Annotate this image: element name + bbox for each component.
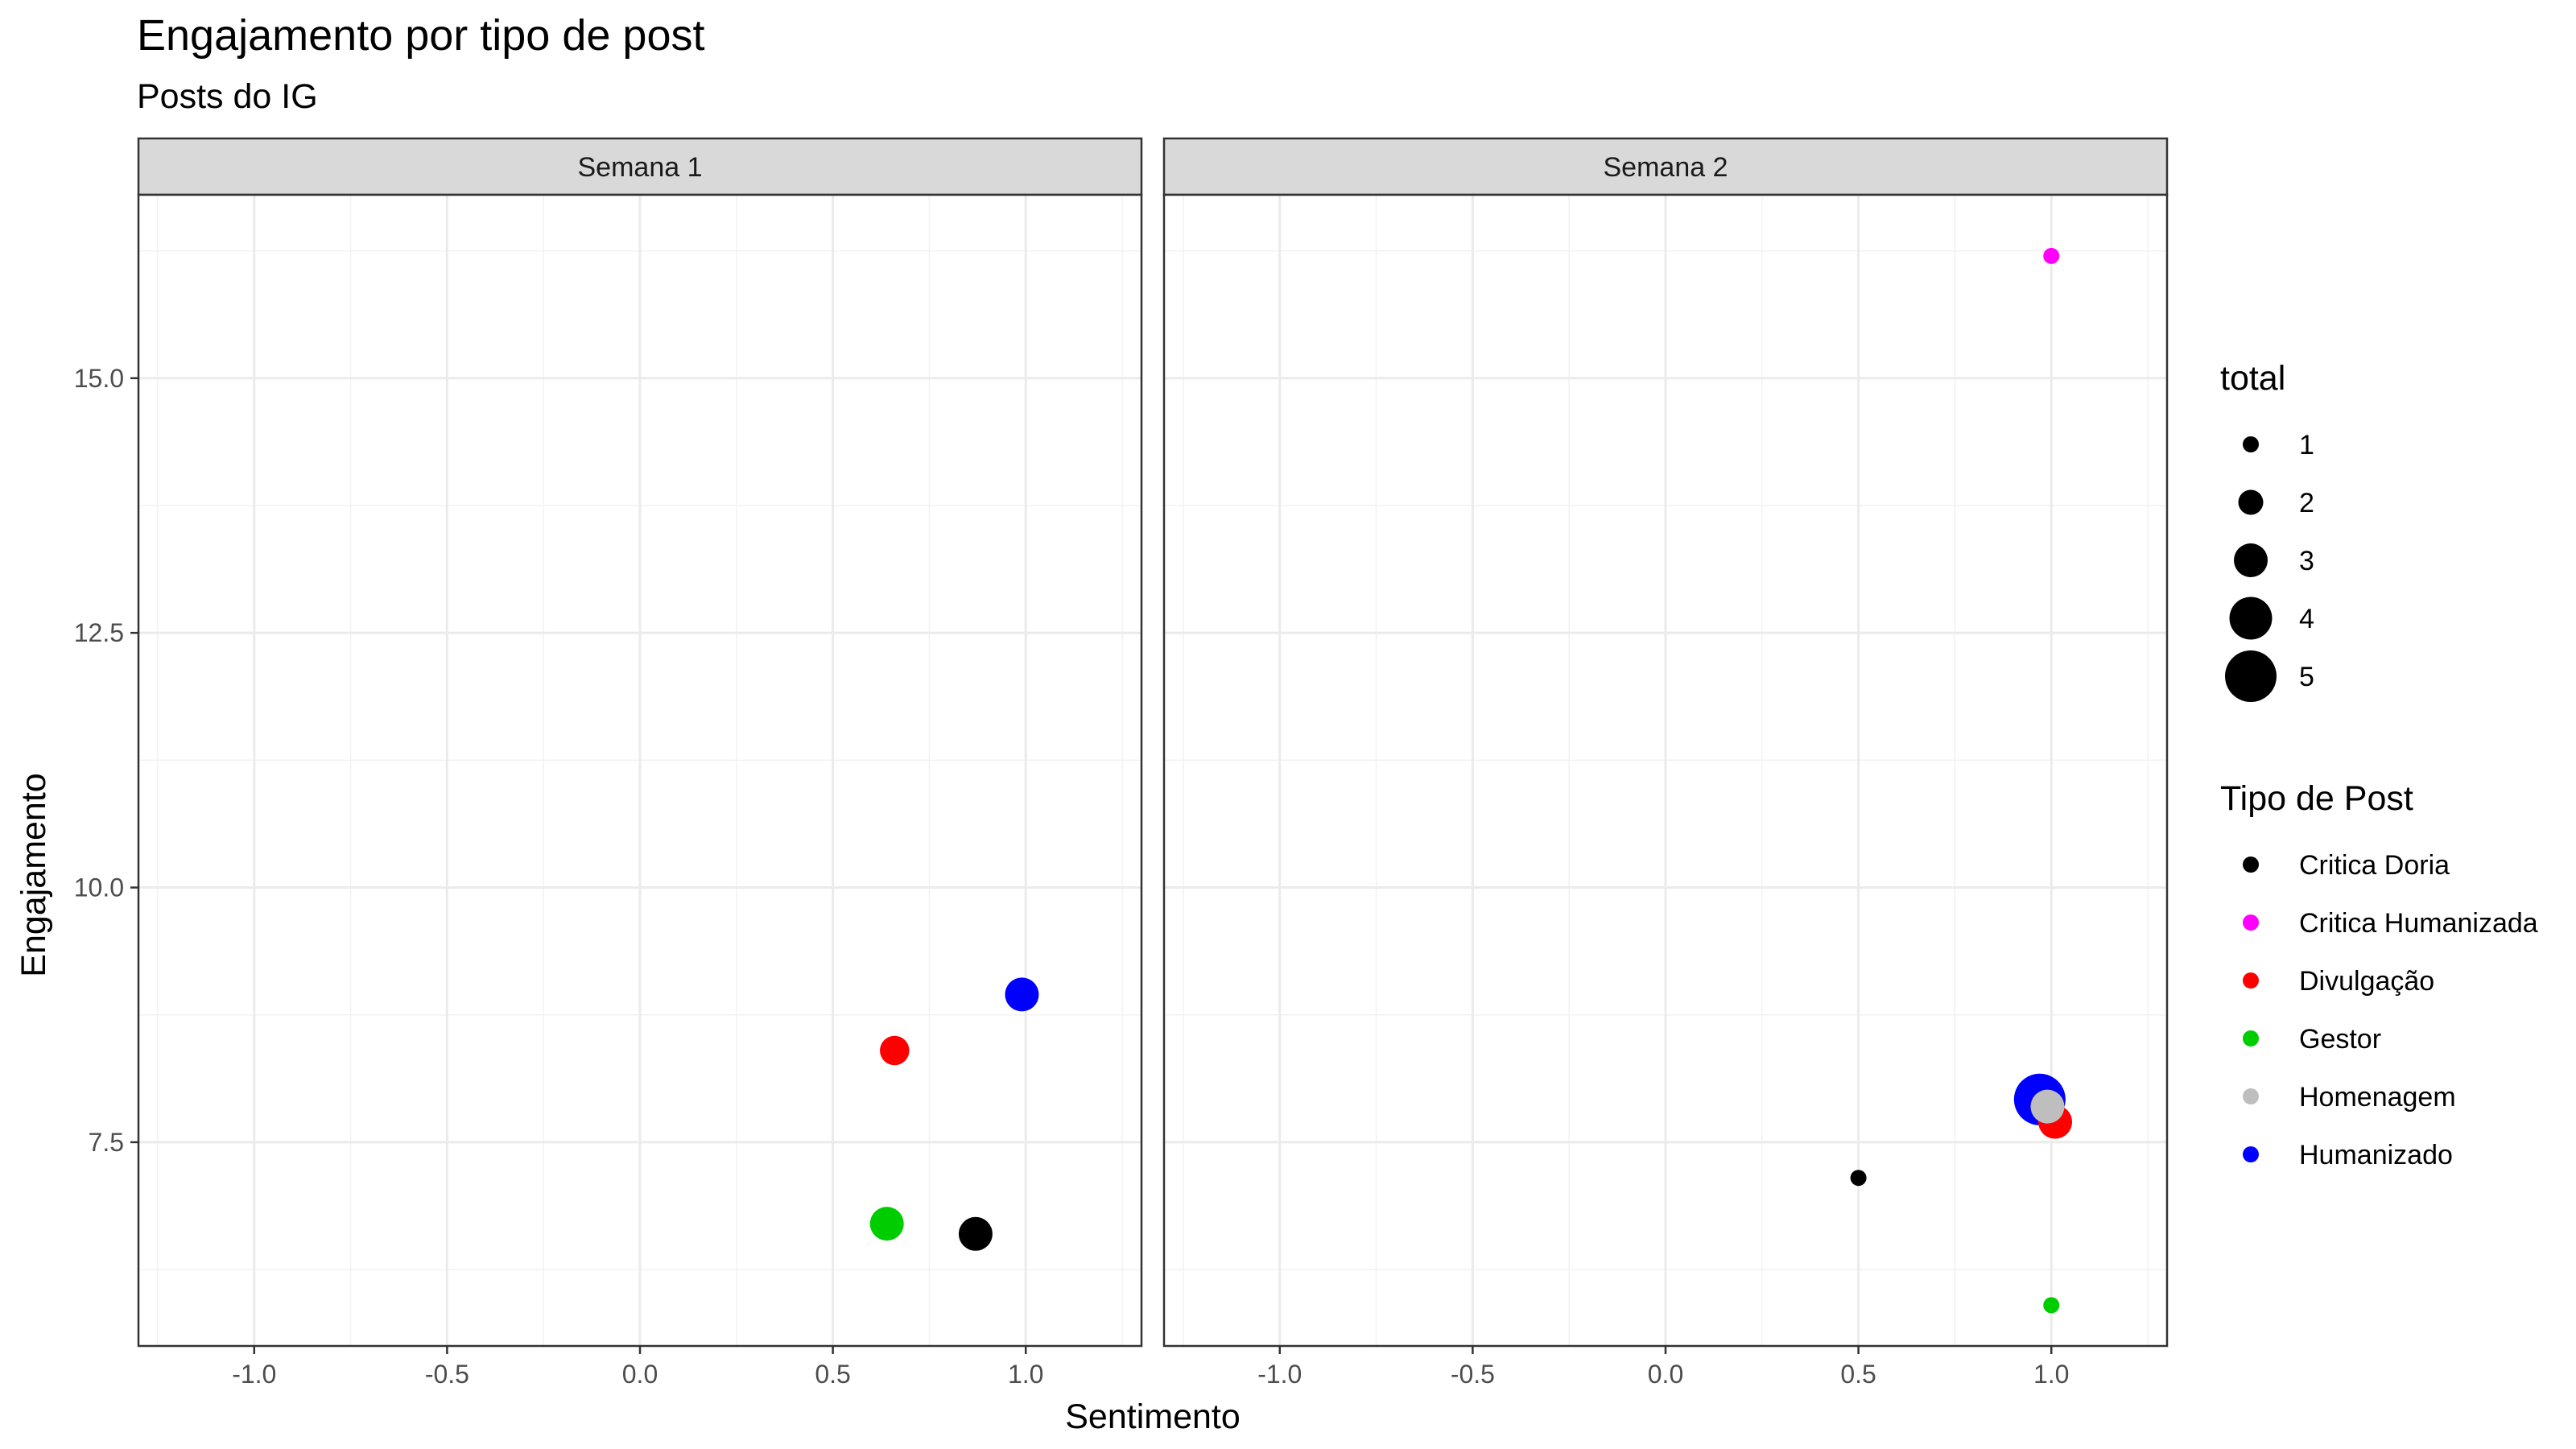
legend-color-key [2243, 857, 2259, 873]
y-tick-label: 15.0 [74, 364, 124, 393]
legend-color-key [2243, 1088, 2259, 1104]
legend-size-key [2225, 650, 2277, 702]
legend-size-title: total [2220, 359, 2285, 398]
legend-size-key [2243, 436, 2259, 452]
data-point [880, 1035, 910, 1066]
legend-size-key [2238, 489, 2264, 515]
facet-panels: Semana 1 -1.0 -0.5 0.0 0.5 1.0 7.5 10.0 12.5 15.0… [74, 137, 2169, 1389]
x-tick-label: 0.5 [815, 1360, 850, 1389]
legend-color-label: Critica Doria [2299, 850, 2450, 881]
facet-strip [137, 137, 1143, 196]
facet-strip-label: Semana 2 [1604, 152, 1728, 183]
legend-size-label: 1 [2299, 430, 2314, 460]
x-tick-label: 1.0 [2033, 1360, 2069, 1389]
x-tick-label: -1.0 [232, 1360, 276, 1389]
y-tick-label: 12.5 [74, 618, 124, 647]
legend-color-label: Humanizado [2299, 1140, 2453, 1170]
data-point [869, 1207, 904, 1241]
data-point [1850, 1170, 1867, 1187]
legend-size-key [2229, 597, 2273, 640]
y-tick-label: 10.0 [74, 873, 124, 902]
legend-size-key [2234, 543, 2268, 577]
legend-color-label: Divulgação [2299, 966, 2434, 997]
x-tick-label: 1.0 [1008, 1360, 1043, 1389]
facet-panel: Semana 2 -1.0 -0.5 0.0 0.5 1.0 [1162, 137, 2169, 1389]
x-tick-label: 0.5 [1840, 1360, 1876, 1389]
legend-color-label: Homenagem [2299, 1082, 2456, 1113]
legend-color-label: Critica Humanizada [2299, 908, 2538, 939]
data-point [2043, 1297, 2060, 1314]
legend-size-label: 4 [2299, 604, 2314, 634]
x-tick-label: -0.5 [425, 1360, 469, 1389]
x-tick-label: 0.0 [622, 1360, 658, 1389]
data-point [2043, 247, 2060, 264]
facet-strip [1162, 137, 2169, 196]
legend-color-key [2243, 1030, 2259, 1046]
facet-panel: Semana 1 -1.0 -0.5 0.0 0.5 1.0 7.5 10.0 12.5 15.0 [74, 137, 1143, 1389]
x-axis-title: Sentimento [1065, 1397, 1241, 1436]
data-point [2030, 1089, 2065, 1124]
legend-color-title: Tipo de Post [2220, 779, 2413, 818]
legend-size-label: 3 [2299, 546, 2314, 576]
x-tick-label: -0.5 [1451, 1360, 1495, 1389]
chart-subtitle: Posts do IG [137, 77, 318, 116]
y-tick-label: 7.5 [89, 1128, 124, 1157]
chart-title: Engajamento por tipo de post [137, 11, 704, 60]
data-point [958, 1216, 993, 1251]
x-tick-label: -1.0 [1257, 1360, 1302, 1389]
facet-strip-label: Semana 1 [578, 152, 703, 183]
y-axis-title: Engajamento [14, 773, 53, 976]
legend: total 1 2 3 4 5 Tipo de Post Critica Doria Criti… [2220, 359, 2538, 1170]
legend-color-key [2243, 914, 2259, 931]
data-point [1005, 977, 1039, 1012]
legend-color-key [2243, 1146, 2259, 1162]
legend-size-label: 2 [2299, 488, 2314, 518]
legend-size-label: 5 [2299, 662, 2314, 692]
x-tick-label: 0.0 [1648, 1360, 1683, 1389]
legend-color-key [2243, 972, 2259, 989]
legend-color-label: Gestor [2299, 1024, 2381, 1055]
